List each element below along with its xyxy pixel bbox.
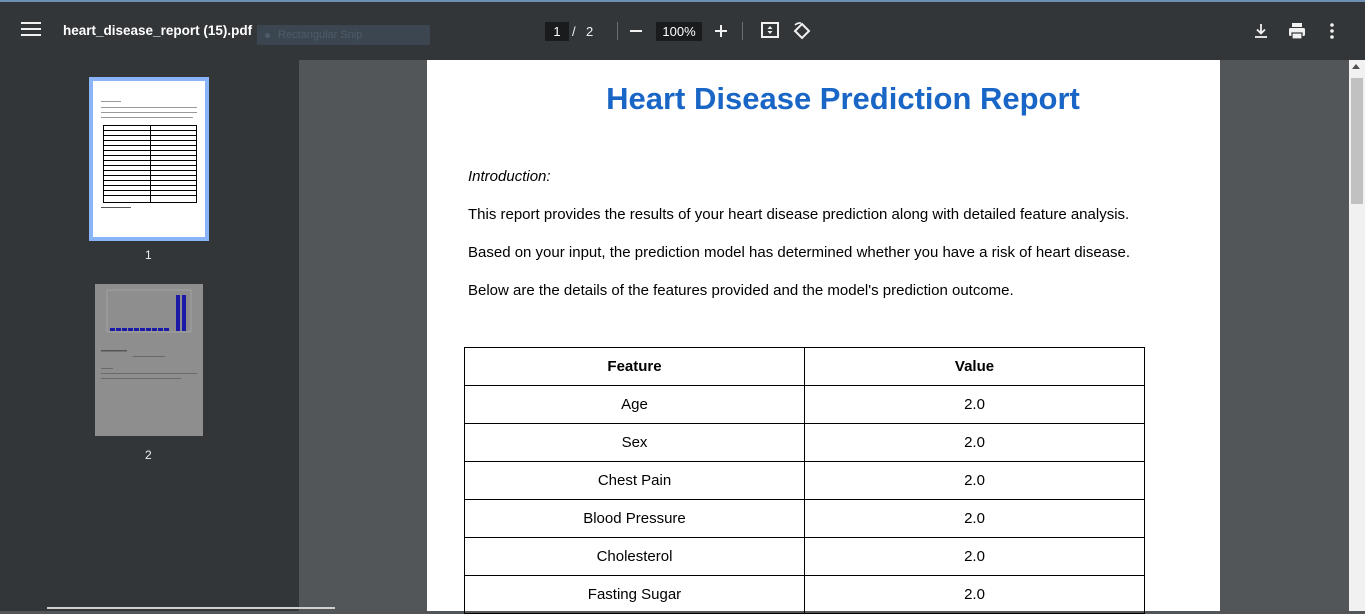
total-pages: 2 <box>586 24 594 39</box>
zoom-out-icon[interactable] <box>627 19 645 41</box>
value-cell: 2.0 <box>804 385 1145 424</box>
snip-label: Rectangular Snip <box>278 29 363 41</box>
table-row: Fasting Sugar 2.0 <box>464 575 1145 614</box>
thumbnail-text-line <box>101 101 121 102</box>
sidebar-bottom-line <box>47 607 335 609</box>
rotate-icon[interactable] <box>792 21 812 41</box>
report-title: Heart Disease Prediction Report <box>606 81 1080 116</box>
pdf-toolbar: heart_disease_report (15).pdf Rectangula… <box>0 0 1365 60</box>
table-header-row: Feature Value <box>464 347 1145 386</box>
thumbnail-title-bar <box>93 89 205 94</box>
fit-page-icon[interactable] <box>761 21 779 41</box>
print-icon[interactable] <box>1287 21 1307 41</box>
document-file-name: heart_disease_report (15).pdf <box>63 23 253 38</box>
page-separator: / <box>572 24 576 39</box>
table-row: Blood Pressure 2.0 <box>464 499 1145 538</box>
zoom-level-input[interactable]: 100% <box>656 22 702 41</box>
thumbnail-chart-preview <box>101 289 197 379</box>
pdf-page: Heart Disease Prediction Report Introduc… <box>427 60 1220 614</box>
thumbnail-text-line <box>101 107 197 108</box>
thumbnail-table <box>103 125 197 203</box>
scrollbar-thumb[interactable] <box>1351 78 1363 204</box>
zoom-in-icon[interactable] <box>712 19 730 41</box>
toolbar-divider <box>617 22 618 40</box>
thumbnail-label-2: 2 <box>145 448 152 462</box>
table-row: Sex 2.0 <box>464 423 1145 462</box>
feature-cell: Sex <box>464 423 805 462</box>
current-page-input[interactable]: 1 <box>545 22 569 41</box>
intro-paragraph: Based on your input, the prediction mode… <box>468 244 1131 261</box>
value-cell: 2.0 <box>804 575 1145 614</box>
table-row: Age 2.0 <box>464 385 1145 424</box>
feature-column-header: Feature <box>464 347 805 386</box>
value-column-header: Value <box>804 347 1145 386</box>
more-vert-icon[interactable] <box>1324 21 1340 41</box>
scroll-up-arrow-icon[interactable] <box>1352 64 1360 69</box>
feature-cell: Age <box>464 385 805 424</box>
value-cell: 2.0 <box>804 499 1145 538</box>
feature-cell: Fasting Sugar <box>464 575 805 614</box>
intro-paragraph: Below are the details of the features pr… <box>468 282 1014 299</box>
thumbnail-text-line <box>101 207 131 208</box>
value-cell: 2.0 <box>804 461 1145 500</box>
feature-cell: Chest Pain <box>464 461 805 500</box>
snip-dot-icon <box>265 32 270 38</box>
top-accent-line <box>0 0 1365 2</box>
table-row: Chest Pain 2.0 <box>464 461 1145 500</box>
intro-paragraph: This report provides the results of your… <box>468 206 1130 223</box>
value-cell: 2.0 <box>804 537 1145 576</box>
thumbnail-sidebar: 1 2 <box>0 60 299 611</box>
download-icon[interactable] <box>1251 21 1271 41</box>
thumbnail-label-1: 1 <box>145 248 152 262</box>
feature-cell: Cholesterol <box>464 537 805 576</box>
menu-icon[interactable] <box>21 22 41 40</box>
thumbnail-text-line <box>101 117 193 118</box>
introduction-label: Introduction: <box>468 168 551 185</box>
thumbnail-page-preview <box>93 81 205 237</box>
page-thumbnail-2[interactable] <box>95 284 203 436</box>
value-cell: 2.0 <box>804 423 1145 462</box>
toolbar-divider <box>742 22 743 40</box>
table-row: Cholesterol 2.0 <box>464 537 1145 576</box>
page-thumbnail-1[interactable] <box>89 77 209 241</box>
feature-cell: Blood Pressure <box>464 499 805 538</box>
rectangular-snip-overlay: Rectangular Snip <box>257 25 430 45</box>
feature-table: Feature Value Age 2.0 Sex 2.0 Chest Pain… <box>464 347 1145 614</box>
thumbnail-text-line <box>101 112 197 113</box>
